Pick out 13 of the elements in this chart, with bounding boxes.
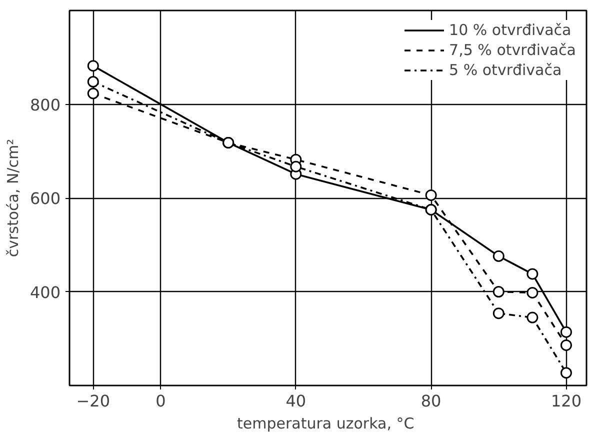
y-tick-label: 800 [30, 95, 61, 114]
y-tick-label: 400 [30, 282, 61, 302]
x-tick-label: 120 [550, 392, 582, 410]
x-tick-label: −20 [76, 392, 110, 410]
y-tick-label: 600 [30, 189, 61, 208]
x-tick-label: 80 [420, 392, 442, 410]
legend-label: 10 % otvrđivača [449, 21, 572, 39]
x-axis-title: temperatura uzorka, °C [237, 414, 414, 432]
y-axis-title: čvrstoća, N/cm² [4, 138, 22, 258]
legend-label: 7,5 % otvrđivača [449, 41, 576, 59]
legend-label: 5 % otvrđivača [449, 61, 562, 79]
x-tick-label: 0 [156, 392, 166, 410]
x-tick-label: 40 [286, 392, 306, 410]
